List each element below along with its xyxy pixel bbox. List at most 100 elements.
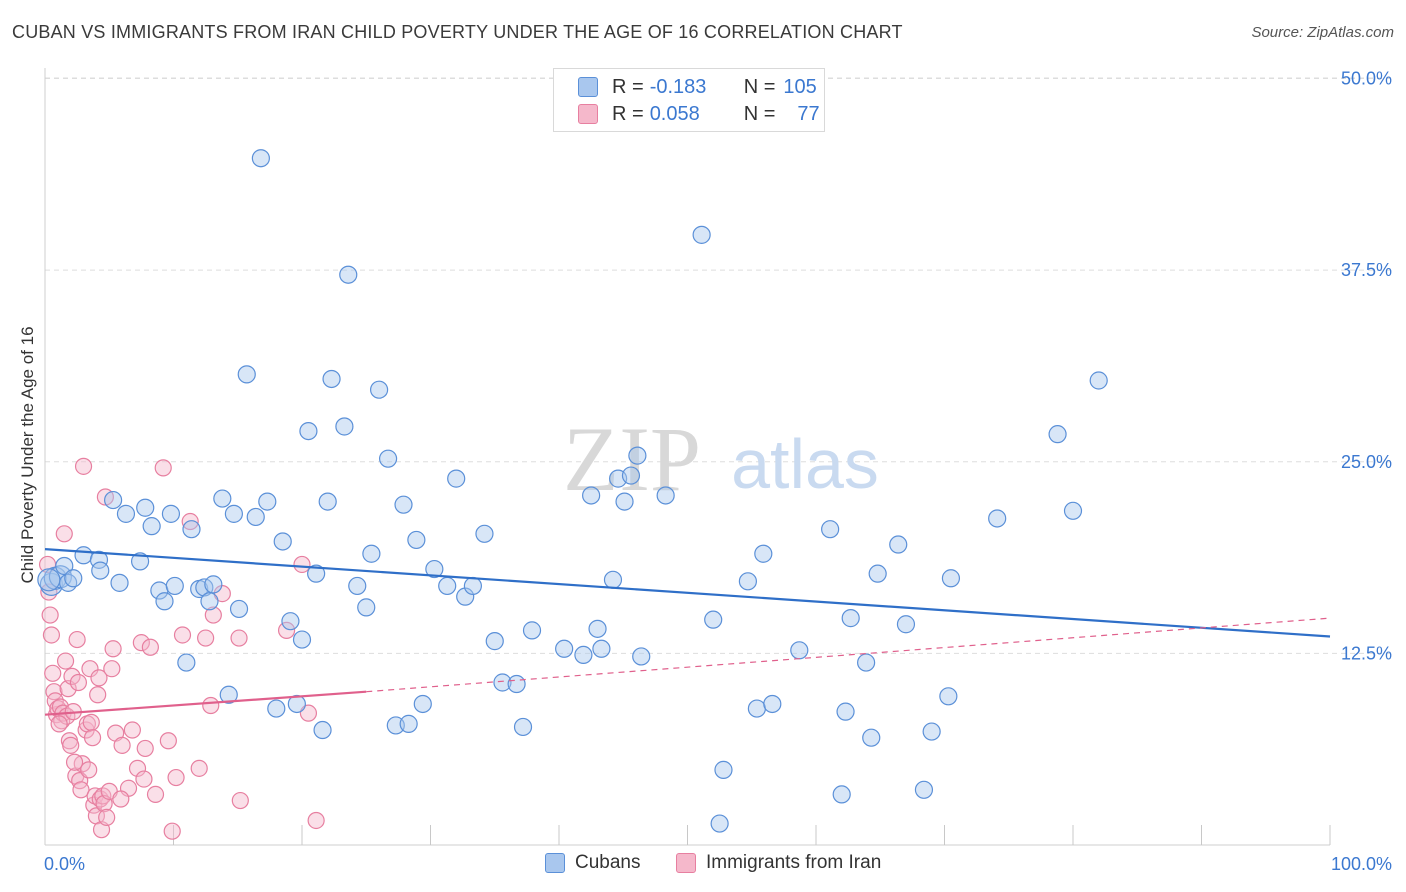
y-tick-label: 50.0% <box>1341 69 1392 89</box>
cuban-point <box>1048 425 1067 444</box>
cuban-point <box>37 568 61 592</box>
cuban-point <box>55 556 74 576</box>
cuban-point <box>407 530 426 550</box>
cuban-point <box>136 498 155 517</box>
iran-point <box>123 721 141 739</box>
iran-point <box>181 512 199 531</box>
iran-points <box>38 457 325 840</box>
iran-point <box>202 696 220 715</box>
iran-point <box>74 457 93 475</box>
cuban-point <box>790 641 809 660</box>
iran-point <box>146 785 165 804</box>
iran-point <box>62 736 80 754</box>
cuban-point <box>621 466 641 485</box>
iran-point <box>167 768 185 787</box>
cuban-point <box>339 265 358 284</box>
cuban-point <box>161 504 181 523</box>
cuban-point <box>219 685 238 704</box>
cuban-point <box>588 619 607 638</box>
cuban-point <box>299 421 318 441</box>
iran-point <box>293 555 311 574</box>
watermark: ZIP atlas <box>563 408 879 510</box>
cuban-point <box>1063 501 1083 520</box>
cuban-point <box>836 702 855 721</box>
cuban-point <box>273 532 292 551</box>
y-tick-label: 12.5% <box>1341 643 1392 663</box>
iran-point <box>154 459 172 477</box>
legend-r-label: R = <box>612 102 644 125</box>
cuban-point <box>281 612 300 631</box>
iran-point <box>40 583 58 601</box>
iran-point <box>204 606 222 624</box>
cuban-point <box>939 687 958 706</box>
cuban-point <box>485 632 504 651</box>
trend-lines <box>44 548 1331 716</box>
iran-point <box>128 759 147 777</box>
cuban-point <box>592 639 611 658</box>
tick-labels: 12.5% 25.0% 37.5% 50.0% 0.0% 100.0% <box>44 69 1392 875</box>
legend-r-value: -0.183 <box>649 75 707 98</box>
iran-point <box>50 715 68 733</box>
iran-point <box>89 686 107 704</box>
cuban-point <box>116 504 136 523</box>
legend-r-label: R = <box>612 75 644 98</box>
cuban-point <box>692 225 711 244</box>
cuban-point <box>513 717 533 737</box>
cuban-point <box>632 647 651 666</box>
iran-point <box>41 606 59 624</box>
cuban-point <box>463 576 483 596</box>
iran-point <box>136 739 154 758</box>
iran-point <box>69 673 88 692</box>
cuban-point <box>378 449 398 468</box>
cuban-point <box>841 609 860 628</box>
cuban-point <box>896 615 916 634</box>
cubans-swatch <box>578 77 598 97</box>
cuban-point <box>267 699 286 718</box>
cuban-point <box>258 492 277 511</box>
cuban-point <box>868 564 887 583</box>
cuban-point <box>941 569 961 588</box>
cuban-point <box>370 380 389 399</box>
cuban-point <box>224 504 243 523</box>
cuban-point <box>213 489 232 508</box>
watermark-zip: ZIP <box>563 408 701 510</box>
y-tick-label: 37.5% <box>1341 260 1392 280</box>
cuban-point <box>91 561 110 580</box>
cuban-point <box>603 570 623 589</box>
iran-point <box>299 704 318 722</box>
cuban-point <box>413 694 432 714</box>
cuban-point <box>165 576 184 596</box>
cuban-point <box>747 699 766 718</box>
legend: R = -0.183 N = 105 R = 0.058 N = 77 <box>553 68 825 132</box>
legend-row-cubans: R = -0.183 N = 105 <box>578 75 817 99</box>
cuban-point <box>394 495 413 514</box>
cuban-point <box>292 630 312 649</box>
iran-point <box>103 660 121 678</box>
cuban-point <box>832 785 851 804</box>
cubans-label: Cubans <box>575 852 641 873</box>
iran-point <box>135 770 153 788</box>
cuban-point <box>475 524 494 543</box>
iran-point <box>104 640 122 658</box>
iran-point <box>81 660 99 678</box>
iran-point <box>197 629 215 647</box>
iran-trend-line <box>44 690 367 716</box>
cuban-point <box>522 621 542 640</box>
cuban-point <box>74 546 93 565</box>
cuban-point <box>493 673 512 692</box>
legend-r-value: 0.058 <box>649 102 700 125</box>
iran-point <box>68 630 86 649</box>
cuban-point <box>307 564 326 583</box>
cuban-point <box>104 490 123 510</box>
x-tick-label-min: 0.0% <box>44 854 85 874</box>
cuban-point <box>318 492 337 511</box>
cuban-point <box>615 492 634 511</box>
x-tick-label-max: 100.0% <box>1331 854 1392 874</box>
iran-point <box>98 808 116 827</box>
iran-point <box>132 634 150 652</box>
iran-point <box>42 626 61 644</box>
cuban-point <box>555 639 574 658</box>
iran-point <box>55 525 73 543</box>
cuban-point <box>889 535 908 554</box>
